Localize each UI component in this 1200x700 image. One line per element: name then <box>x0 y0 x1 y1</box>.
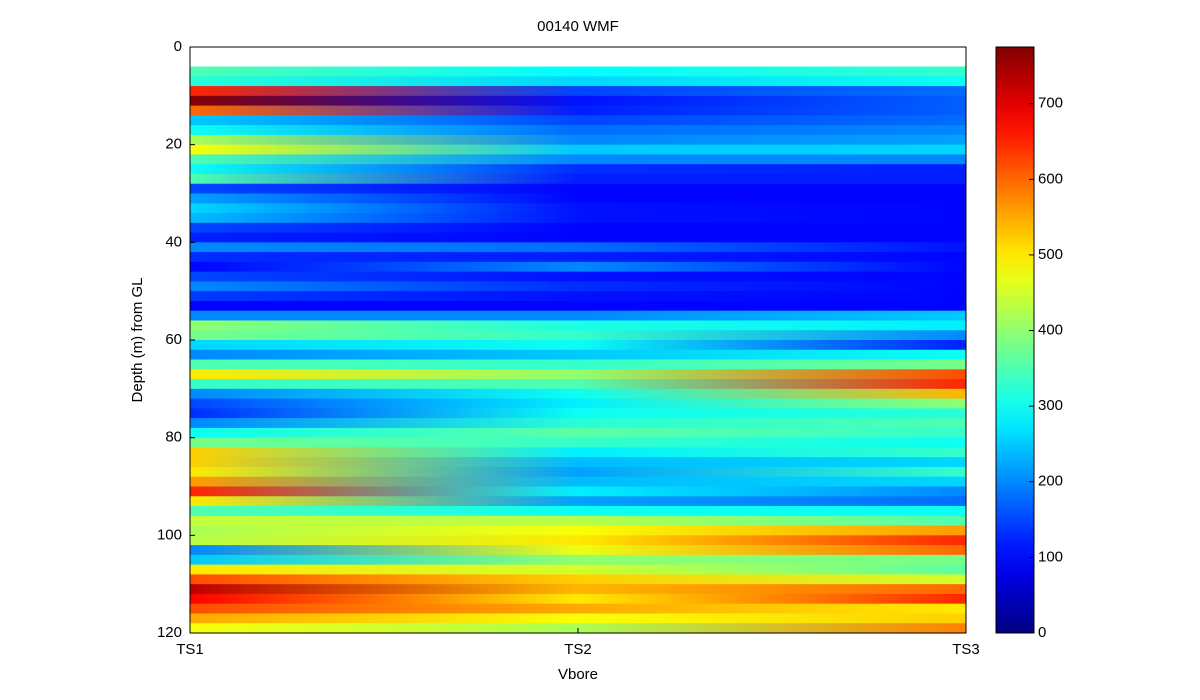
heat-row <box>190 457 966 468</box>
y-tick-label: 0 <box>174 38 182 55</box>
heat-row <box>190 535 966 546</box>
x-axis-label: Vbore <box>558 666 598 683</box>
heat-row <box>190 203 966 214</box>
heat-row <box>190 115 966 126</box>
x-tick-label: TS1 <box>176 641 204 658</box>
heat-row <box>190 613 966 624</box>
heat-row <box>190 310 966 322</box>
colorbar-tick-label: 200 <box>1038 473 1063 490</box>
heat-row <box>190 369 966 380</box>
heat-row <box>190 252 966 263</box>
heat-row <box>190 593 966 605</box>
heat-row <box>190 105 966 116</box>
heat-row <box>190 66 966 77</box>
heat-row <box>190 398 966 409</box>
heat-row <box>190 427 966 439</box>
heat-row <box>190 408 966 419</box>
heat-row <box>190 125 966 136</box>
heat-row <box>190 183 966 195</box>
heat-row <box>190 554 966 566</box>
colorbar-tick-label: 600 <box>1038 170 1063 187</box>
heat-row <box>190 164 966 175</box>
heat-row <box>190 486 966 497</box>
y-tick-label: 120 <box>157 624 182 641</box>
colorbar-tick-label: 500 <box>1038 246 1063 263</box>
heat-row <box>190 447 966 458</box>
heat-row <box>190 584 966 595</box>
x-tick-label: TS2 <box>564 641 592 658</box>
chart-title: 00140 WMF <box>537 18 619 35</box>
heat-row <box>190 173 966 185</box>
heat-row <box>190 300 966 312</box>
heat-row <box>190 320 966 331</box>
colorbar-tick-label: 400 <box>1038 322 1063 339</box>
y-tick-label: 40 <box>165 233 182 250</box>
heat-row <box>190 291 966 302</box>
heat-row <box>190 525 966 536</box>
heat-row <box>190 330 966 341</box>
heat-row <box>190 144 966 156</box>
heat-row <box>190 232 966 243</box>
heat-row <box>190 193 966 204</box>
heat-row <box>190 76 966 87</box>
heat-row <box>190 213 966 224</box>
heat-row <box>190 496 966 507</box>
y-axis-label: Depth (m) from GL <box>129 277 146 402</box>
heat-row <box>190 222 966 234</box>
heat-row <box>190 506 966 517</box>
y-tick-label: 60 <box>165 331 182 348</box>
y-tick-label: 100 <box>157 526 182 543</box>
heat-row <box>190 476 966 488</box>
heat-row <box>190 388 966 400</box>
heat-row <box>190 349 966 361</box>
heat-row <box>190 574 966 585</box>
heat-row <box>190 564 966 575</box>
heat-row <box>190 379 966 390</box>
heat-row <box>190 281 966 292</box>
heat-row <box>190 261 966 273</box>
heat-row <box>190 95 966 107</box>
heat-row <box>190 437 966 449</box>
heat-row <box>190 271 966 282</box>
y-tick-label: 20 <box>165 136 182 153</box>
heat-row <box>190 242 966 253</box>
heat-row <box>190 359 966 370</box>
colorbar-tick-label: 0 <box>1038 624 1046 641</box>
heat-row <box>190 134 966 146</box>
y-tick-label: 80 <box>165 429 182 446</box>
colorbar <box>995 46 1035 634</box>
heat-row <box>190 418 966 429</box>
heat-row <box>190 515 966 527</box>
heat-row <box>190 545 966 556</box>
heat-row <box>190 86 966 97</box>
x-tick-label: TS3 <box>952 641 980 658</box>
heat-row <box>190 154 966 165</box>
colorbar-tick-label: 100 <box>1038 548 1063 565</box>
heat-row <box>190 466 966 478</box>
heat-row <box>190 603 966 615</box>
heat-row <box>190 340 966 351</box>
colorbar-tick-label: 700 <box>1038 95 1063 112</box>
colorbar-tick-label: 300 <box>1038 397 1063 414</box>
